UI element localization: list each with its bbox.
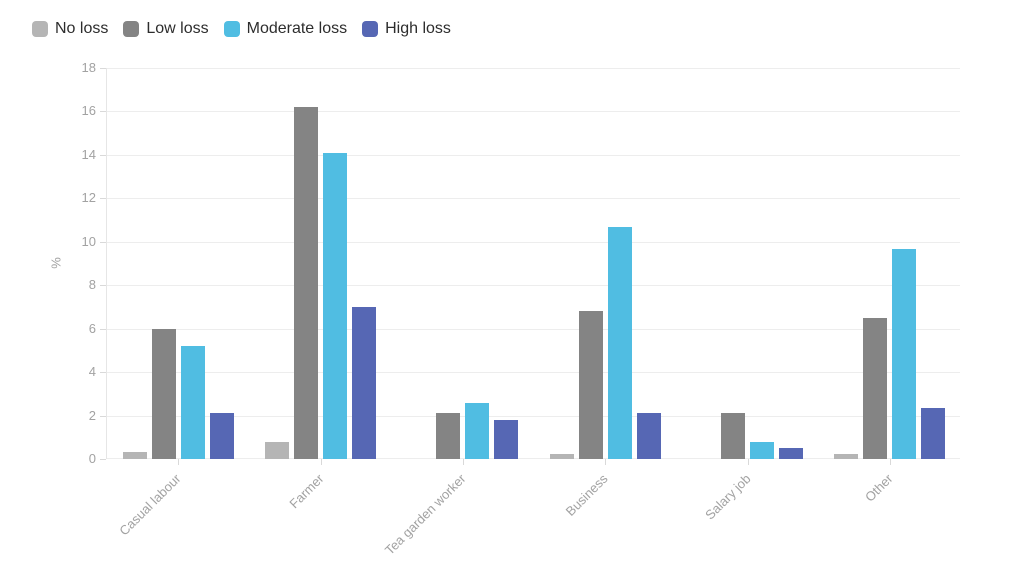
- bar-group-tea-garden-worker: [407, 402, 519, 459]
- bar-group-casual-labour: [122, 328, 234, 459]
- gridline-y-6: [107, 328, 960, 330]
- bar-high-loss: [209, 413, 234, 459]
- gridline-y-4: [107, 372, 960, 374]
- y-tick-mark: [100, 372, 106, 374]
- plot-area: [106, 68, 960, 465]
- bar-moderate-loss: [465, 402, 490, 459]
- y-tick-label-6: 6: [88, 320, 96, 336]
- legend-item-moderate-loss[interactable]: Moderate loss: [223, 20, 348, 37]
- legend-label: No loss: [55, 20, 109, 37]
- bar-moderate-loss: [180, 346, 205, 459]
- y-tick-label-16: 16: [81, 103, 96, 119]
- bar-low-loss: [151, 328, 176, 459]
- x-axis-label-business: Business: [562, 471, 611, 519]
- y-tick-mark: [100, 285, 106, 287]
- x-tick-mark: [320, 459, 322, 465]
- x-axis-label-other: Other: [861, 471, 896, 505]
- x-axis-label-casual-labour: Casual labour: [116, 471, 184, 539]
- y-tick-mark: [100, 198, 106, 200]
- y-tick-label-12: 12: [81, 190, 96, 206]
- x-tick-mark: [605, 459, 607, 465]
- bar-moderate-loss: [892, 249, 917, 459]
- bar-group-farmer: [265, 107, 376, 459]
- bar-low-loss: [721, 413, 745, 459]
- y-axis-title: %: [48, 257, 64, 269]
- bar-no-loss: [122, 452, 147, 459]
- legend-label: High loss: [385, 20, 451, 37]
- y-tick-label-4: 4: [88, 364, 96, 380]
- y-tick-mark: [100, 241, 106, 243]
- bar-low-loss: [578, 311, 603, 459]
- y-tick-label-18: 18: [81, 60, 96, 75]
- bar-group-business: [549, 226, 661, 459]
- x-axis-label-salary-job: Salary job: [701, 471, 754, 523]
- bar-group-salary-job: [692, 413, 803, 459]
- x-tick-mark: [178, 459, 180, 465]
- legend-item-high-loss[interactable]: High loss: [362, 21, 451, 37]
- x-tick-mark: [889, 459, 891, 465]
- y-tick-mark: [100, 459, 106, 460]
- y-tick-label-8: 8: [88, 277, 96, 293]
- bar-high-loss: [779, 448, 803, 459]
- bar-high-loss: [636, 413, 661, 459]
- y-tick-label-0: 0: [88, 451, 96, 466]
- y-tick-mark: [100, 328, 106, 330]
- gridline-y-18: [107, 68, 960, 69]
- legend: No loss Low loss Moderate loss High loss: [32, 21, 451, 37]
- bar-moderate-loss: [607, 226, 632, 459]
- legend-swatch-icon: [223, 21, 240, 37]
- y-tick-label-2: 2: [88, 407, 96, 423]
- bar-high-loss: [494, 419, 519, 459]
- bar-no-loss: [265, 441, 289, 459]
- y-tick-label-14: 14: [81, 146, 96, 162]
- x-tick-mark: [747, 459, 749, 465]
- bar-low-loss: [863, 317, 888, 459]
- gridline-y-2: [107, 415, 960, 417]
- y-tick-label-10: 10: [81, 233, 96, 249]
- bar-high-loss: [352, 306, 376, 459]
- x-tick-mark: [462, 459, 464, 465]
- bar-no-loss: [834, 453, 859, 459]
- legend-label: Moderate loss: [246, 20, 348, 37]
- gridline-y-16: [107, 111, 960, 113]
- y-tick-mark: [100, 415, 106, 417]
- legend-swatch-icon: [32, 21, 48, 37]
- y-tick-mark: [100, 111, 106, 113]
- bar-low-loss: [436, 413, 461, 459]
- gridline-y-14: [107, 154, 960, 156]
- legend-item-low-loss[interactable]: Low loss: [123, 20, 209, 37]
- bar-high-loss: [921, 407, 946, 459]
- bar-low-loss: [294, 107, 318, 459]
- gridline-y-12: [107, 198, 960, 200]
- bar-no-loss: [549, 453, 574, 459]
- legend-label: Low loss: [146, 20, 209, 37]
- x-axis-label-tea-garden-worker: Tea garden worker: [381, 471, 469, 558]
- legend-swatch-icon: [123, 21, 140, 37]
- legend-item-no-loss[interactable]: No loss: [32, 21, 108, 37]
- gridline-y-8: [107, 285, 960, 287]
- bar-group-other: [834, 249, 946, 459]
- y-tick-mark: [100, 154, 106, 156]
- bar-moderate-loss: [323, 152, 347, 459]
- gridline-y-10: [107, 241, 960, 243]
- legend-swatch-icon: [362, 21, 379, 37]
- gridline-y-0: [107, 458, 960, 459]
- x-axis-label-farmer: Farmer: [285, 471, 327, 512]
- bar-moderate-loss: [750, 441, 774, 459]
- y-tick-mark: [100, 68, 106, 69]
